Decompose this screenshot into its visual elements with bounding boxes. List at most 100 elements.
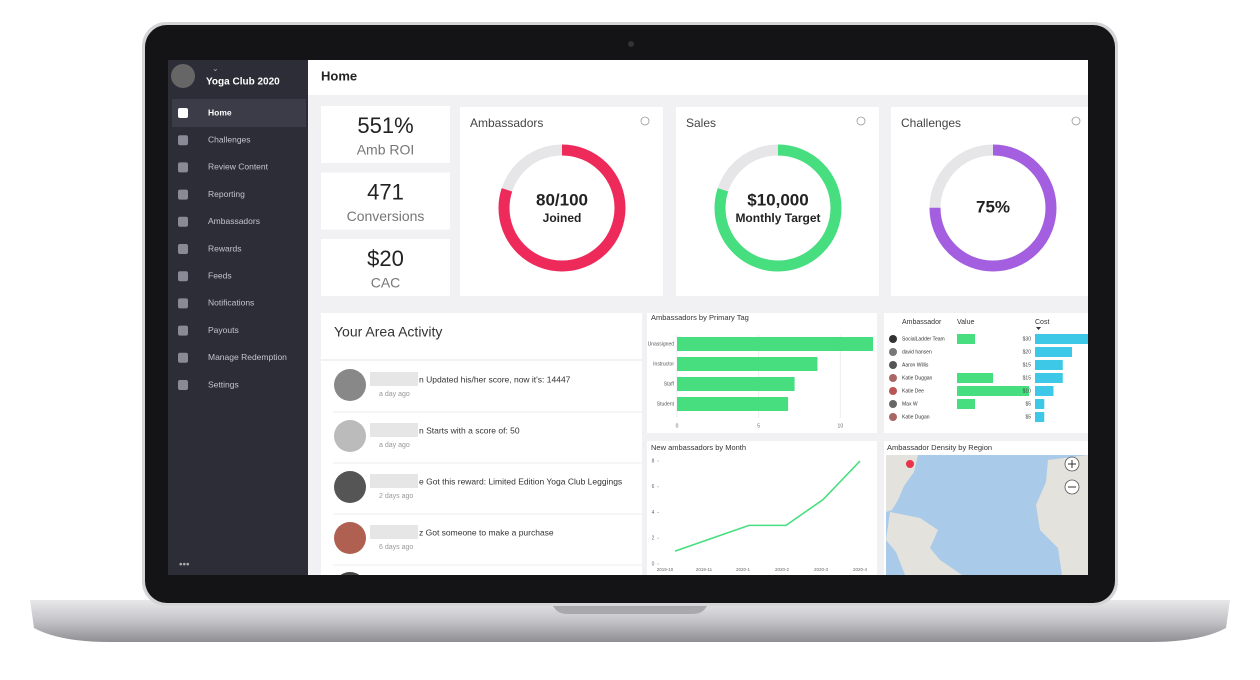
map-land: [886, 512, 962, 575]
row-name: SocialLadder Team: [902, 336, 945, 342]
value-bar: [957, 399, 975, 409]
page-title: Home: [321, 68, 357, 83]
avatar: [171, 64, 195, 88]
activity-avatar: [334, 369, 366, 401]
kpi-value: 471: [367, 179, 404, 204]
bar: [677, 357, 818, 371]
cost-bar: [1035, 373, 1063, 383]
menu-item[interactable]: Challenges: [208, 134, 251, 144]
y-tick-label: 0: [652, 561, 655, 567]
cost-bar: [1035, 399, 1045, 409]
header: [308, 60, 1088, 95]
bar: [677, 337, 873, 351]
activity-text: e Got this reward: Limited Edition Yoga …: [419, 476, 622, 486]
y-tick-label: 8: [652, 458, 655, 464]
activity-avatar: [340, 572, 360, 575]
row-name: Katie Dugan: [902, 414, 930, 420]
row-name: Katie Duggan: [902, 375, 933, 381]
kpi-value: 551%: [357, 113, 413, 138]
card: [647, 441, 877, 575]
cost-label: $10: [1023, 388, 1032, 394]
line-series: [674, 460, 861, 552]
cost-label: $20: [1023, 349, 1032, 355]
menu-item[interactable]: Settings: [208, 379, 239, 389]
screen: ⌄ Yoga Club 2020 ••• Home Home Challenges…: [168, 60, 1088, 575]
column-header: Ambassador: [902, 319, 942, 326]
activity-text: n Starts with a score of: 50: [419, 425, 520, 435]
y-tick-label: 4: [652, 510, 655, 516]
activity-text: z Got someone to make a purchase: [419, 527, 554, 537]
menu-icon: [178, 162, 188, 173]
kpi-value: $20: [367, 246, 404, 271]
column-header: Value: [957, 319, 974, 326]
activity-time: 6 days ago: [379, 544, 413, 551]
gauge-main: 80/100: [536, 190, 588, 209]
activity-text: n Updated his/her score, now it's: 14447: [419, 374, 571, 384]
value-bar: [957, 334, 975, 344]
menu-icon: [178, 352, 188, 363]
menu-item[interactable]: Feeds: [208, 270, 232, 280]
activity-title: Your Area Activity: [334, 324, 442, 340]
cost-label: $15: [1023, 362, 1032, 368]
zoom-in-icon: [1068, 460, 1076, 468]
menu-item[interactable]: Rewards: [208, 243, 242, 253]
x-tick-label: 2020-3: [814, 567, 829, 572]
gauge-main: $10,000: [747, 190, 808, 209]
value-bar: [957, 373, 993, 383]
x-tick-label: 2020-4: [853, 567, 868, 572]
row-avatar: [889, 387, 897, 395]
menu-item[interactable]: Manage Redemption: [208, 352, 287, 362]
cost-label: $5: [1025, 414, 1031, 420]
gauge-title: Challenges: [901, 116, 961, 130]
active-menu: [172, 99, 306, 127]
column-header: Cost: [1035, 319, 1049, 326]
row-avatar: [889, 361, 897, 369]
x-tick-label: 2020-1: [736, 567, 751, 572]
cost-bar: [1035, 334, 1088, 344]
cost-bar: [1035, 386, 1054, 396]
row-name: Max W: [902, 401, 918, 407]
menu-item[interactable]: Ambassadors: [208, 216, 260, 226]
info-icon: [1071, 116, 1081, 126]
activity-avatar: [334, 522, 366, 554]
y-tick-label: 6: [652, 484, 655, 490]
gauge-title: Sales: [686, 116, 716, 130]
blurred-name: [370, 423, 418, 437]
gauge-arc: [498, 144, 626, 272]
activity-avatar: [334, 471, 366, 503]
menu-icon: [178, 298, 188, 309]
menu-item[interactable]: Reporting: [208, 189, 245, 199]
x-tick-label: 0: [676, 423, 679, 429]
map-land: [886, 455, 918, 512]
chart-title: Ambassador Density by Region: [887, 443, 992, 452]
cost-label: $30: [1023, 336, 1032, 342]
sidebar: [168, 60, 308, 575]
row-avatar: [889, 400, 897, 408]
card: [647, 313, 877, 433]
menu-item[interactable]: Home: [208, 107, 232, 117]
cost-label: $15: [1023, 375, 1032, 381]
kpi-label: Amb ROI: [357, 142, 415, 158]
activity-time: 2 days ago: [379, 493, 413, 500]
info-icon: [856, 116, 866, 126]
cost-label: $5: [1025, 401, 1031, 407]
x-tick-label: 2019-10: [657, 567, 674, 572]
menu-icon: [178, 380, 188, 390]
menu-item[interactable]: Payouts: [208, 325, 239, 335]
y-tick-label: Unassigned: [648, 341, 675, 347]
menu-icon: [178, 244, 188, 254]
laptop-base: [30, 600, 1230, 642]
x-tick-label: 2020-2: [775, 567, 790, 572]
blurred-name: [370, 474, 418, 488]
menu-item[interactable]: Review Content: [208, 162, 269, 172]
x-tick-label: 2019-11: [696, 567, 713, 572]
bar: [677, 397, 789, 411]
more[interactable]: •••: [179, 560, 190, 571]
activity-avatar: [334, 420, 366, 452]
caret: ⌄: [212, 64, 219, 73]
blurred-name: [370, 525, 418, 539]
blurred-name: [370, 372, 418, 386]
menu-item[interactable]: Notifications: [208, 298, 254, 308]
